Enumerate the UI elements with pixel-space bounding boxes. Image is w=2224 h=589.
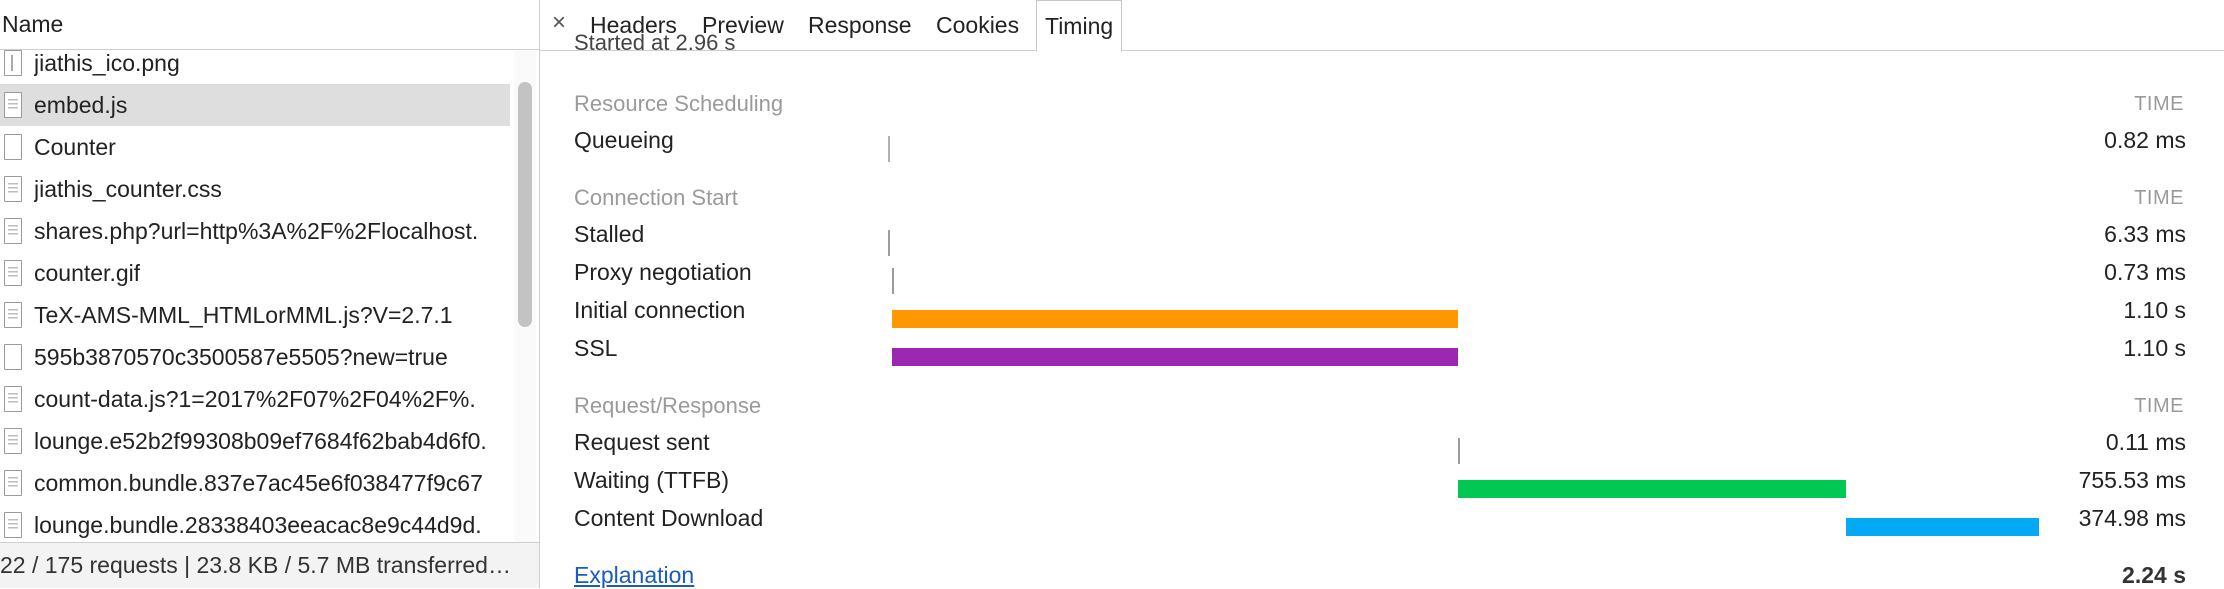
timing-bar-request-sent bbox=[1457, 438, 1460, 464]
request-row[interactable]: counter.gif bbox=[0, 252, 510, 294]
timing-label-content-download: Content Download bbox=[574, 505, 764, 531]
explanation-link[interactable]: Explanation bbox=[574, 562, 695, 588]
request-name: shares.php?url=http%3A%2F%2Flocalhost. bbox=[34, 217, 479, 244]
detail-tabbar bbox=[540, 0, 2224, 51]
request-name: jiathis_counter.css bbox=[34, 175, 222, 202]
status-summary: 22 / 175 requests | 23.8 KB / 5.7 MB tra… bbox=[0, 552, 511, 578]
request-row[interactable]: Counter bbox=[0, 126, 510, 168]
timing-bar-content-download bbox=[1846, 518, 2040, 536]
request-row[interactable]: 595b3870570c3500587e5505?new=true bbox=[0, 336, 510, 378]
request-row[interactable]: jiathis_counter.css bbox=[0, 168, 510, 210]
timing-value-waiting-ttfb: 755.53 ms bbox=[2078, 467, 2186, 493]
timing-bar-queueing bbox=[888, 136, 890, 162]
tab-response[interactable]: Response bbox=[808, 12, 912, 38]
request-row[interactable]: TeX-AMS-MML_HTMLorMML.js?V=2.7.1 bbox=[0, 294, 510, 336]
request-name: counter.gif bbox=[34, 259, 141, 286]
time-column-header: TIME bbox=[2134, 93, 2184, 115]
timing-label-request-sent: Request sent bbox=[574, 429, 710, 455]
request-name: jiathis_ico.png bbox=[34, 50, 180, 76]
request-row[interactable]: jiathis_ico.png bbox=[0, 50, 510, 84]
timing-bar-waiting-ttfb bbox=[1457, 480, 1847, 498]
request-row[interactable]: count-data.js?1=2017%2F07%2F04%2F%. bbox=[0, 378, 510, 420]
timing-value-initial-connection: 1.10 s bbox=[2123, 297, 2186, 323]
document-file-icon bbox=[4, 428, 22, 454]
timing-bar-initial-connection bbox=[892, 310, 1458, 328]
request-row[interactable]: shares.php?url=http%3A%2F%2Flocalhost. bbox=[0, 210, 510, 252]
timing-label-waiting-ttfb: Waiting (TTFB) bbox=[574, 467, 730, 493]
request-row[interactable]: common.bundle.837e7ac45e6f038477f9c67 bbox=[0, 462, 510, 504]
request-name: Counter bbox=[34, 133, 116, 160]
document-file-icon bbox=[4, 470, 22, 496]
timing-value-proxy-negotiation: 0.73 ms bbox=[2104, 259, 2186, 285]
timing-bar-stalled bbox=[888, 230, 891, 256]
request-name: embed.js bbox=[34, 91, 128, 118]
request-name: TeX-AMS-MML_HTMLorMML.js?V=2.7.1 bbox=[34, 301, 453, 328]
time-column-header: TIME bbox=[2134, 187, 2184, 209]
timing-value-queueing: 0.82 ms bbox=[2104, 127, 2186, 153]
blank-file-icon bbox=[4, 344, 22, 370]
request-name: lounge.bundle.28338403eeacac8e9c44d9d. bbox=[34, 511, 482, 538]
request-name: common.bundle.837e7ac45e6f038477f9c67 bbox=[34, 469, 483, 496]
tab-cookies[interactable]: Cookies bbox=[936, 12, 1020, 38]
request-name: lounge.e52b2f99308b09ef7684f62bab4d6f0. bbox=[34, 427, 487, 454]
section-title-connection-start: Connection Start bbox=[574, 185, 738, 210]
status-bar: 22 / 175 requests | 23.8 KB / 5.7 MB tra… bbox=[0, 542, 539, 588]
section-title-resource-scheduling: Resource Scheduling bbox=[574, 91, 784, 116]
document-file-icon bbox=[4, 512, 22, 538]
document-file-icon bbox=[4, 92, 22, 118]
section-title-request-response: Request/Response bbox=[574, 393, 762, 418]
tab-headers[interactable]: Headers bbox=[590, 12, 677, 38]
document-file-icon bbox=[4, 386, 22, 412]
name-column-header[interactable]: Name bbox=[0, 0, 539, 50]
time-column-header: TIME bbox=[2134, 395, 2184, 417]
timing-value-request-sent: 0.11 ms bbox=[2105, 429, 2186, 455]
blank-file-icon bbox=[4, 134, 22, 160]
tab-preview[interactable]: Preview bbox=[702, 12, 784, 38]
request-row[interactable]: lounge.bundle.28338403eeacac8e9c44d9d. bbox=[0, 504, 510, 542]
timing-value-content-download: 374.98 ms bbox=[2078, 505, 2186, 531]
scrollbar-thumb[interactable] bbox=[518, 82, 532, 327]
request-list-pane: Name jiathis_ico.png embed.js Counter jiath… bbox=[0, 0, 540, 588]
timing-bar-ssl bbox=[892, 348, 1458, 366]
document-file-icon bbox=[4, 260, 22, 286]
timing-label-ssl: SSL bbox=[574, 335, 618, 361]
request-row[interactable]: lounge.e52b2f99308b09ef7684f62bab4d6f0. bbox=[0, 420, 510, 462]
request-name: count-data.js?1=2017%2F07%2F04%2F%. bbox=[34, 385, 476, 412]
timing-value-stalled: 6.33 ms bbox=[2104, 221, 2186, 247]
timing-label-initial-connection: Initial connection bbox=[574, 297, 746, 323]
tab-timing[interactable]: Timing bbox=[1036, 0, 1123, 52]
timing-label-proxy-negotiation: Proxy negotiation bbox=[574, 259, 752, 285]
request-list: jiathis_ico.png embed.js Counter jiathis_co… bbox=[0, 50, 510, 542]
timing-label-stalled: Stalled bbox=[574, 221, 645, 247]
image-file-icon bbox=[4, 50, 22, 76]
document-file-icon bbox=[4, 176, 22, 202]
timing-value-ssl: 1.10 s bbox=[2123, 335, 2186, 361]
request-name: 595b3870570c3500587e5505?new=true bbox=[34, 343, 448, 370]
timing-bar-proxy-negotiation bbox=[891, 268, 894, 294]
close-icon[interactable]: × bbox=[551, 9, 566, 36]
timing-label-queueing: Queueing bbox=[574, 127, 674, 153]
started-at-text: Started at 2.96 s bbox=[574, 30, 736, 55]
request-row[interactable]: embed.js bbox=[0, 84, 510, 126]
total-time-value: 2.24 s bbox=[2122, 562, 2186, 588]
document-file-icon bbox=[4, 218, 22, 244]
document-file-icon bbox=[4, 302, 22, 328]
